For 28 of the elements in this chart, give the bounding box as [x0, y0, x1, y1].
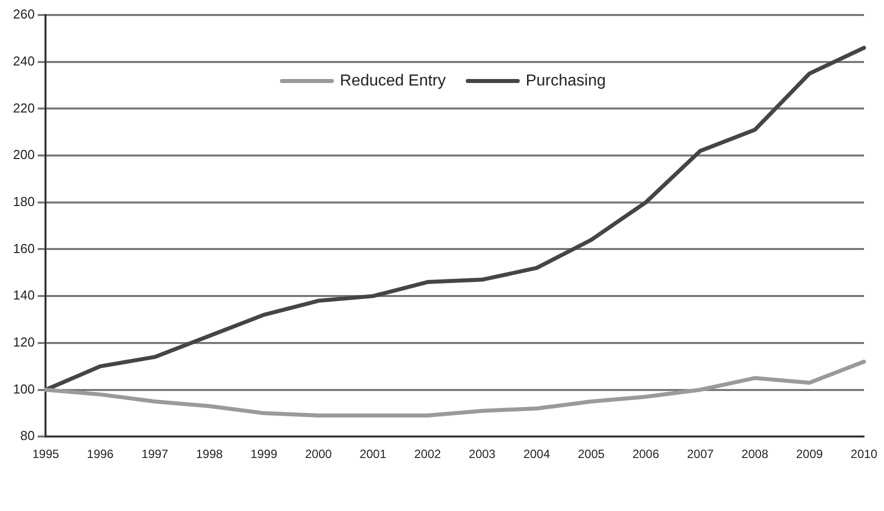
legend-label: Purchasing: [526, 72, 606, 90]
y-tick-label: 200: [12, 147, 35, 162]
y-tick-label: 220: [12, 100, 35, 116]
y-tick-label: 160: [12, 240, 35, 256]
x-tick-label: 2009: [796, 447, 824, 462]
y-tick-label: 80: [20, 428, 35, 444]
x-tick-label: 2010: [850, 447, 878, 462]
y-tick-label: 100: [12, 381, 35, 396]
x-tick-label: 1996: [86, 447, 114, 462]
y-tick-label: 120: [12, 334, 35, 350]
x-tick-label: 2006: [632, 447, 660, 462]
x-tick-label: 1997: [141, 447, 168, 462]
x-tick-label: 1998: [196, 447, 224, 462]
x-tick-label: 2005: [578, 447, 605, 462]
y-tick-label: 140: [12, 288, 35, 303]
x-tick-label: 2002: [414, 447, 442, 462]
x-tick-label: 2007: [686, 447, 714, 462]
x-tick-label: 2000: [305, 447, 332, 462]
x-tick-label: 2001: [360, 447, 387, 462]
y-tick-label: 240: [12, 53, 35, 68]
x-tick-label: 2004: [523, 447, 550, 462]
y-tick-label: 180: [12, 194, 35, 209]
legend-label: Reduced Entry: [340, 72, 446, 90]
x-tick-label: 1999: [250, 447, 278, 462]
x-tick-label: 2003: [468, 447, 496, 462]
x-tick-label: 2008: [742, 447, 769, 462]
x-tick-label: 1995: [32, 447, 60, 462]
y-tick-label: 260: [12, 6, 35, 22]
